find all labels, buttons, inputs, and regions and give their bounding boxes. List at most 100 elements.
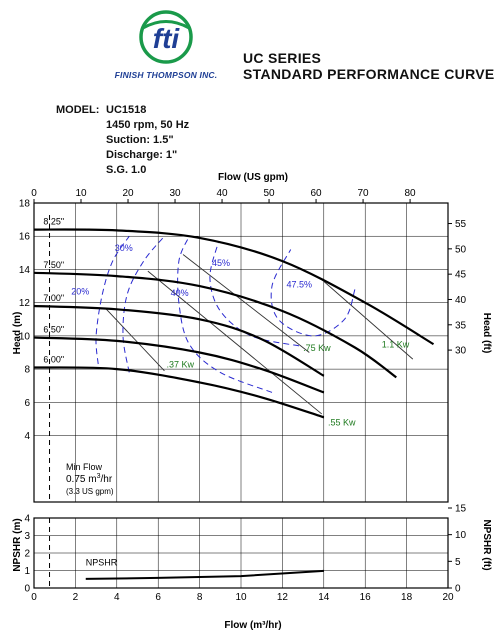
efficiency-label: 40%	[171, 288, 189, 298]
x-tick-label: 10	[235, 592, 247, 603]
npshr-y2-tick-label: 15	[455, 503, 467, 514]
power-label: .55 Kw	[328, 418, 356, 428]
min-flow-gpm: (3.3 US gpm)	[66, 487, 114, 496]
efficiency-label: 30%	[115, 243, 133, 253]
x-tick-label: 0	[31, 592, 37, 603]
npshr-y-tick-label: 3	[24, 531, 30, 542]
efficiency-curve	[122, 235, 165, 373]
power-label: .37 Kw	[166, 359, 194, 369]
impeller-label: 6.50"	[43, 325, 64, 335]
model-spec: Discharge: 1"	[106, 149, 178, 161]
model-label: MODEL:	[56, 104, 100, 116]
power-line	[106, 309, 165, 372]
impeller-label: 7.50"	[43, 260, 64, 270]
fti-logo-icon: fti	[139, 10, 193, 64]
power-line	[147, 270, 323, 415]
page-title: STANDARD PERFORMANCE CURVE	[243, 66, 495, 82]
y-tick-label: 8	[24, 365, 30, 376]
x2-tick-label: 50	[263, 188, 275, 199]
x2-tick-label: 60	[310, 188, 322, 199]
npshr-right-axis-title: NPSHR (ft)	[481, 519, 492, 570]
y-tick-label: 12	[19, 298, 31, 309]
impeller-curve	[33, 336, 325, 394]
model-info: MODEL: UC1518 1450 rpm, 50 Hz Suction: 1.…	[56, 103, 189, 178]
model-name: UC1518	[106, 104, 147, 116]
model-spec: S.G. 1.0	[106, 164, 147, 176]
x-tick-label: 18	[401, 592, 413, 603]
efficiency-curve	[270, 249, 356, 337]
min-flow-value-unit: /hr	[100, 474, 112, 485]
x2-tick-label: 20	[122, 188, 134, 199]
x-tick-label: 16	[360, 592, 372, 603]
npshr-y2-tick-label: 0	[455, 584, 461, 595]
efficiency-curve	[177, 235, 273, 393]
min-flow-value: 0.75 m3/hr	[66, 473, 113, 485]
plot-frame	[33, 202, 449, 503]
impeller-curve	[33, 271, 397, 379]
series-title: UC SERIES	[243, 50, 322, 66]
x-tick-label: 6	[155, 592, 161, 603]
y2-tick-label: 55	[455, 219, 467, 230]
min-flow-value-number: 0.75 m	[66, 474, 97, 485]
y-tick-label: 10	[19, 331, 31, 342]
head-plot-area: 4 6 8 10 12 14 16 18 30 35 40 45 50 55 0 10 20 30 40 50 60 70…	[19, 188, 467, 503]
impeller-label: 6.00"	[43, 354, 64, 364]
y2-tick-label: 35	[455, 320, 467, 331]
logo-text: fti	[153, 23, 181, 54]
power-line	[319, 277, 414, 360]
npshr-curve	[85, 569, 324, 580]
x2-tick-label: 30	[169, 188, 181, 199]
bottom-axis-title: Flow (m³/hr)	[224, 620, 281, 631]
efficiency-label: 45%	[212, 258, 230, 268]
min-flow-value-exponent: 3	[97, 473, 101, 480]
npshr-y2-tick-label: 5	[455, 557, 461, 568]
model-spec: Suction: 1.5"	[106, 134, 174, 146]
y-tick-label: 16	[19, 232, 31, 243]
company-logo: fti FINISH THOMPSON INC.	[96, 10, 236, 82]
y2-tick-label: 40	[455, 295, 467, 306]
impeller-label: 7.00"	[43, 293, 64, 303]
x2-tick-label: 80	[405, 188, 417, 199]
x-tick-label: 2	[73, 592, 79, 603]
brand-name: FINISH THOMPSON INC.	[114, 70, 218, 80]
x-tick-label: 20	[442, 592, 454, 603]
efficiency-label: 47.5%	[287, 280, 313, 290]
right-axis-title: Head (ft)	[481, 313, 492, 354]
y2-tick-label: 50	[455, 244, 467, 255]
npshr-y-tick-label: 1	[24, 566, 30, 577]
npshr-y-tick-label: 0	[24, 584, 30, 595]
y-tick-label: 18	[19, 199, 31, 210]
power-label: .75 Kw	[303, 343, 331, 353]
npshr-frame	[33, 517, 449, 589]
impeller-curve	[33, 228, 435, 346]
npshr-left-axis-title: NPSHR (m)	[12, 518, 23, 571]
efficiency-label: 20%	[71, 286, 89, 296]
x-tick-label: 8	[197, 592, 203, 603]
npshr-curve-label: NPSHR	[86, 557, 118, 567]
power-line	[182, 254, 310, 353]
y2-tick-label: 30	[455, 346, 467, 357]
impeller-curve	[33, 304, 325, 377]
x-tick-label: 14	[318, 592, 330, 603]
y-tick-label: 4	[24, 431, 30, 442]
top-axis-title: Flow (US gpm)	[218, 172, 288, 183]
efficiency-curve	[95, 235, 130, 365]
y2-tick-label: 45	[455, 270, 467, 281]
x2-tick-label: 40	[216, 188, 228, 199]
x-tick-label: 4	[114, 592, 120, 603]
npshr-y-tick-label: 2	[24, 549, 30, 560]
left-axis-title: Head (m)	[12, 312, 23, 355]
impeller-curve	[33, 366, 325, 419]
x2-tick-label: 0	[31, 188, 37, 199]
min-flow-label: Min Flow	[66, 462, 103, 472]
y-tick-label: 14	[19, 265, 31, 276]
npshr-y2-tick-label: 10	[455, 530, 467, 541]
x-tick-label: 12	[277, 592, 289, 603]
model-spec: 1450 rpm, 50 Hz	[106, 119, 190, 131]
impeller-label: 8.25"	[43, 217, 64, 227]
x2-tick-label: 70	[358, 188, 370, 199]
power-label: 1.1 Kw	[382, 340, 410, 350]
npshr-y-tick-label: 4	[24, 514, 30, 525]
